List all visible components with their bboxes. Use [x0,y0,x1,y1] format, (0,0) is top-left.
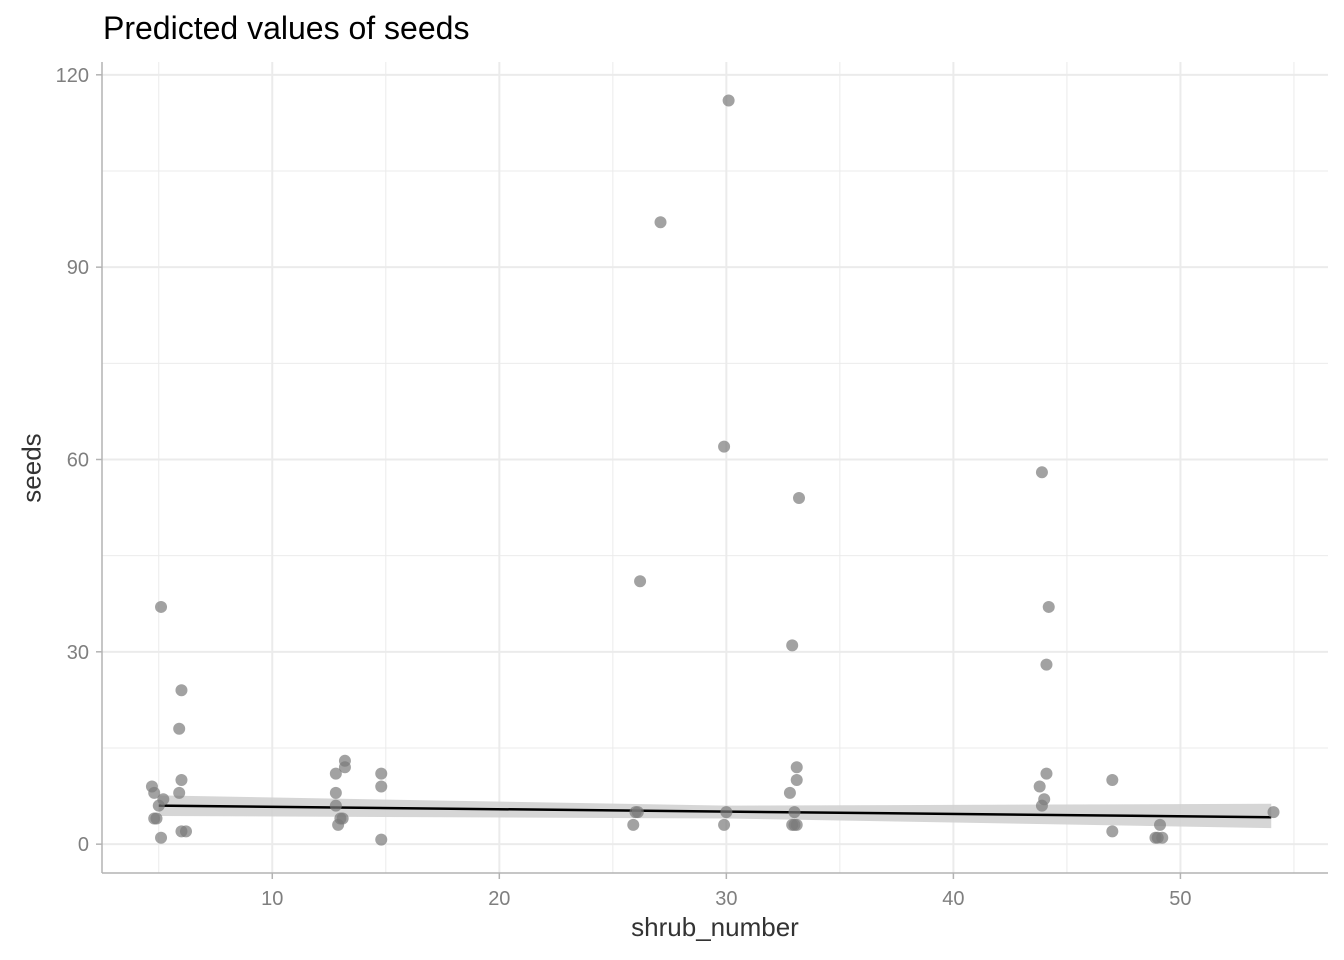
axes [96,62,1328,879]
data-point [718,818,731,831]
y-tick-label: 90 [67,257,89,279]
data-point [783,786,796,799]
data-point [788,806,801,819]
x-axis-label: shrub_number [631,912,799,942]
data-point [1042,600,1055,613]
data-point [1153,818,1166,831]
y-tick-label: 0 [78,834,89,856]
data-point [180,825,193,838]
data-point [1040,767,1053,780]
data-point [1038,793,1051,806]
data-point [150,812,163,825]
data-point [1267,806,1280,819]
data-point [375,833,388,846]
y-tick-labels: 0 30 60 90 120 [56,65,89,856]
data-point [329,786,342,799]
data-point [1033,780,1046,793]
data-point [1106,825,1119,838]
data-point [631,806,644,819]
data-point [173,722,186,735]
y-tick-label: 30 [67,642,89,664]
data-point [375,780,388,793]
x-tick-label: 50 [1169,888,1191,910]
data-point [1040,658,1053,671]
chart-title: Predicted values of seeds [103,10,470,46]
data-point [329,767,342,780]
data-point [634,575,647,588]
x-tick-label: 30 [715,888,737,910]
data-point [1156,831,1169,844]
data-point [718,440,731,453]
data-point [654,216,667,229]
data-point [155,600,168,613]
data-point [175,684,188,697]
data-points [145,94,1280,846]
data-point [790,774,803,787]
data-point [786,639,799,652]
data-point [1106,774,1119,787]
minor-gridlines [102,62,1328,873]
data-point [148,786,161,799]
data-point [157,793,170,806]
x-tick-label: 10 [261,888,283,910]
data-point [155,831,168,844]
fit-line-group [158,804,1272,819]
y-tick-label: 120 [56,65,89,87]
data-point [720,806,733,819]
x-tick-label: 40 [942,888,964,910]
data-point [722,94,735,107]
data-point [1035,466,1048,479]
data-point [338,761,351,774]
x-tick-label: 20 [488,888,510,910]
data-point [790,818,803,831]
data-point [793,491,806,504]
data-point [175,774,188,787]
data-point [336,812,349,825]
fit-line [158,804,1272,819]
data-point [329,799,342,812]
x-tick-labels: 10 20 30 40 50 [261,888,1191,910]
data-point [627,818,640,831]
y-tick-label: 60 [67,449,89,471]
y-axis-label: seeds [16,433,47,503]
data-point [790,761,803,774]
data-point [173,786,186,799]
data-point [375,767,388,780]
major-gridlines [102,62,1328,873]
